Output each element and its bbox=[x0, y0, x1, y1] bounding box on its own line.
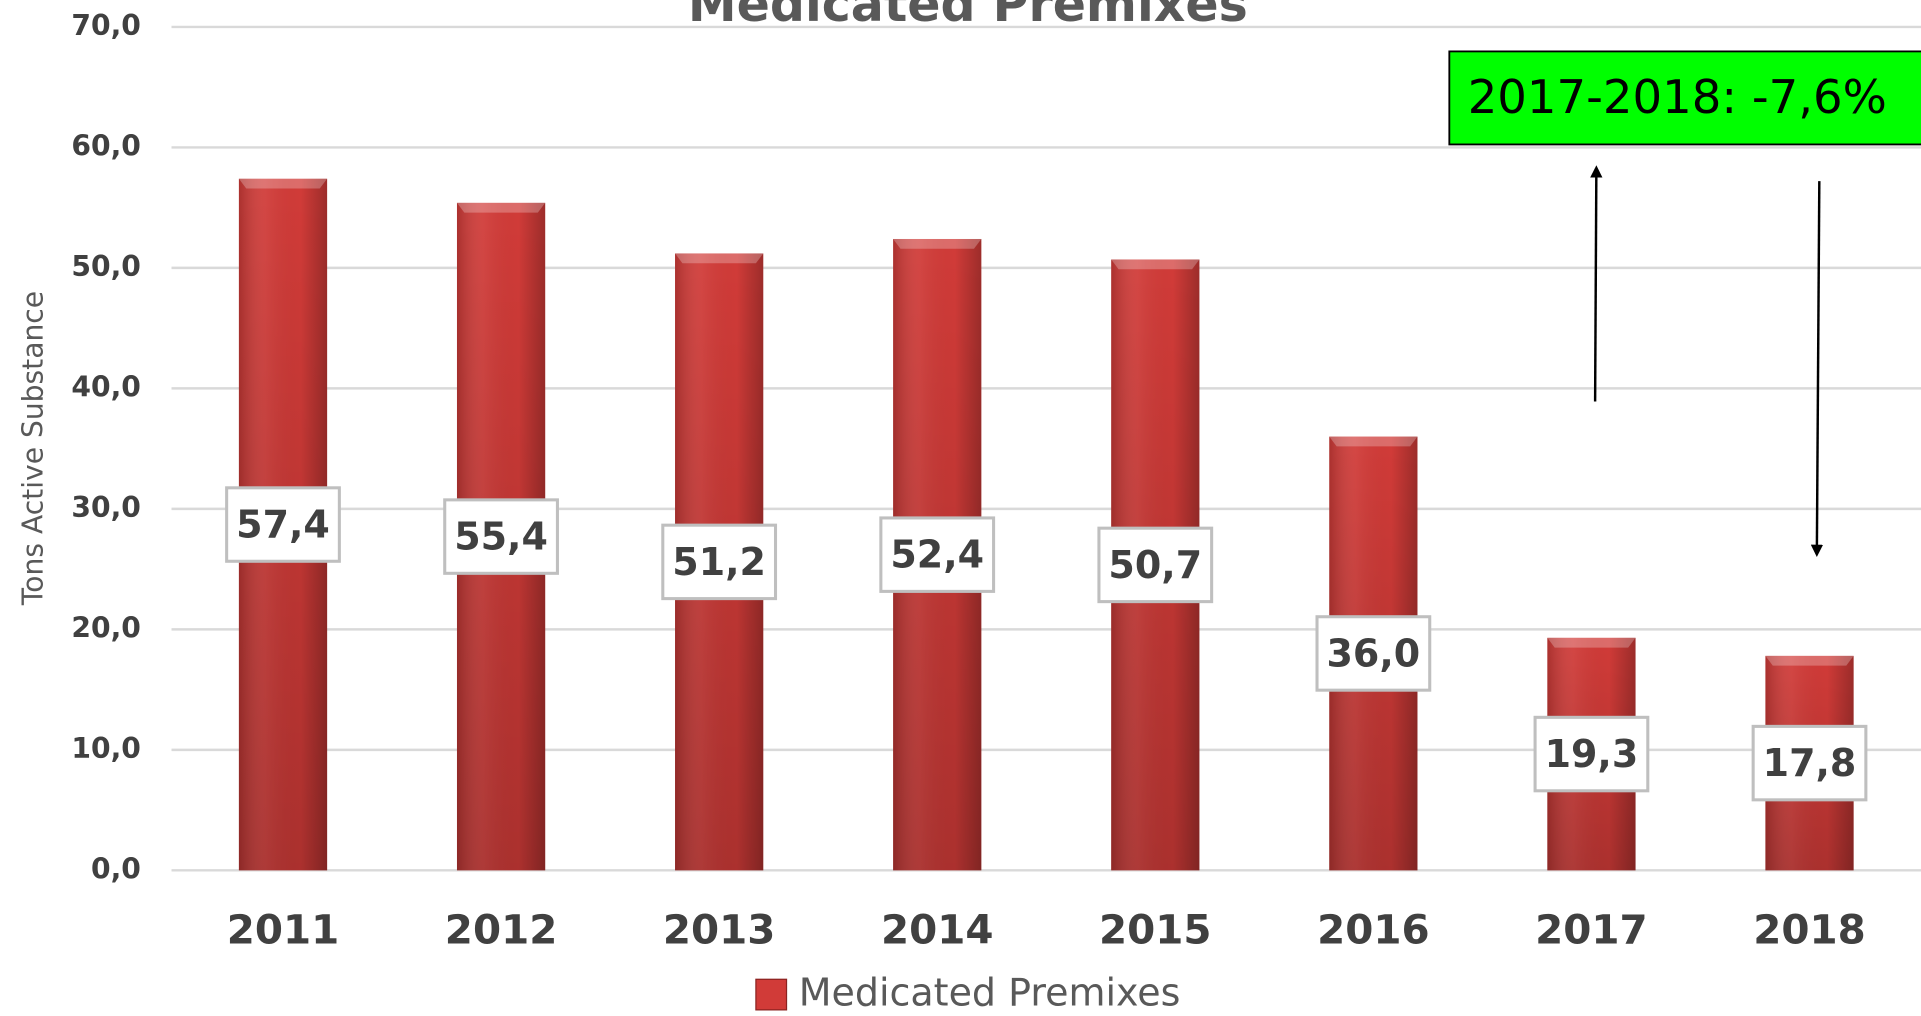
x-tick-label: 2011 bbox=[227, 906, 340, 954]
x-tick-label: 2018 bbox=[1753, 906, 1866, 954]
x-tick-label: 2016 bbox=[1317, 906, 1430, 954]
data-label: 57,4 bbox=[236, 502, 330, 546]
bar-cap bbox=[1111, 259, 1200, 270]
annotation-box bbox=[1448, 50, 1921, 146]
y-tick-label: 30,0 bbox=[71, 491, 141, 524]
data-label: 55,4 bbox=[454, 515, 548, 559]
arrow-down bbox=[1810, 181, 1824, 557]
y-axis-label: Tons Active Substance bbox=[16, 291, 49, 606]
y-tick-label: 60,0 bbox=[71, 129, 141, 162]
data-label: 19,3 bbox=[1545, 732, 1639, 776]
x-tick-label: 2013 bbox=[663, 906, 776, 954]
bar-cap bbox=[1765, 655, 1854, 666]
bars: 57,4 55,4 51,2 52,4 50,7 36,0 19,3 17,8 bbox=[225, 178, 1868, 871]
data-label-box bbox=[1751, 724, 1868, 802]
bar-cap bbox=[456, 202, 546, 213]
data-label-box bbox=[1097, 526, 1214, 604]
data-label: 17,8 bbox=[1763, 741, 1857, 785]
bar-cap bbox=[675, 253, 764, 264]
x-tick-label: 2014 bbox=[881, 906, 994, 954]
data-label-box bbox=[879, 516, 996, 593]
y-tick-label: 50,0 bbox=[71, 250, 141, 283]
bar-cap bbox=[238, 178, 328, 189]
arrow-up bbox=[1590, 165, 1603, 402]
data-label-box bbox=[1315, 615, 1432, 692]
y-tick-label: 40,0 bbox=[71, 370, 141, 403]
data-label: 51,2 bbox=[672, 540, 766, 584]
chart-title: Medicated Premixes bbox=[688, 0, 1248, 33]
y-tick-label: 0,0 bbox=[91, 852, 141, 885]
data-label-box bbox=[1533, 715, 1650, 793]
data-label-box bbox=[443, 498, 559, 575]
x-tick-label: 2012 bbox=[445, 906, 558, 954]
y-tick-label: 10,0 bbox=[71, 732, 141, 765]
data-label: 36,0 bbox=[1327, 631, 1421, 675]
bar-cap bbox=[1329, 436, 1418, 447]
annotation: 2017-2018: -7,6% bbox=[1468, 70, 1887, 124]
data-label-box bbox=[661, 523, 778, 601]
data-label: 52,4 bbox=[890, 533, 984, 577]
y-tick-label: 70,0 bbox=[71, 9, 141, 42]
bar-cap bbox=[893, 238, 982, 249]
legend-label: Medicated Premixes bbox=[799, 971, 1181, 1015]
data-label: 50,7 bbox=[1108, 543, 1202, 587]
data-label-box bbox=[225, 486, 341, 563]
bar-cap bbox=[1547, 637, 1636, 648]
x-tick-label: 2017 bbox=[1535, 906, 1648, 954]
x-tick-label: 2015 bbox=[1099, 906, 1212, 954]
y-tick-label: 20,0 bbox=[71, 611, 141, 644]
legend-swatch bbox=[755, 978, 788, 1011]
